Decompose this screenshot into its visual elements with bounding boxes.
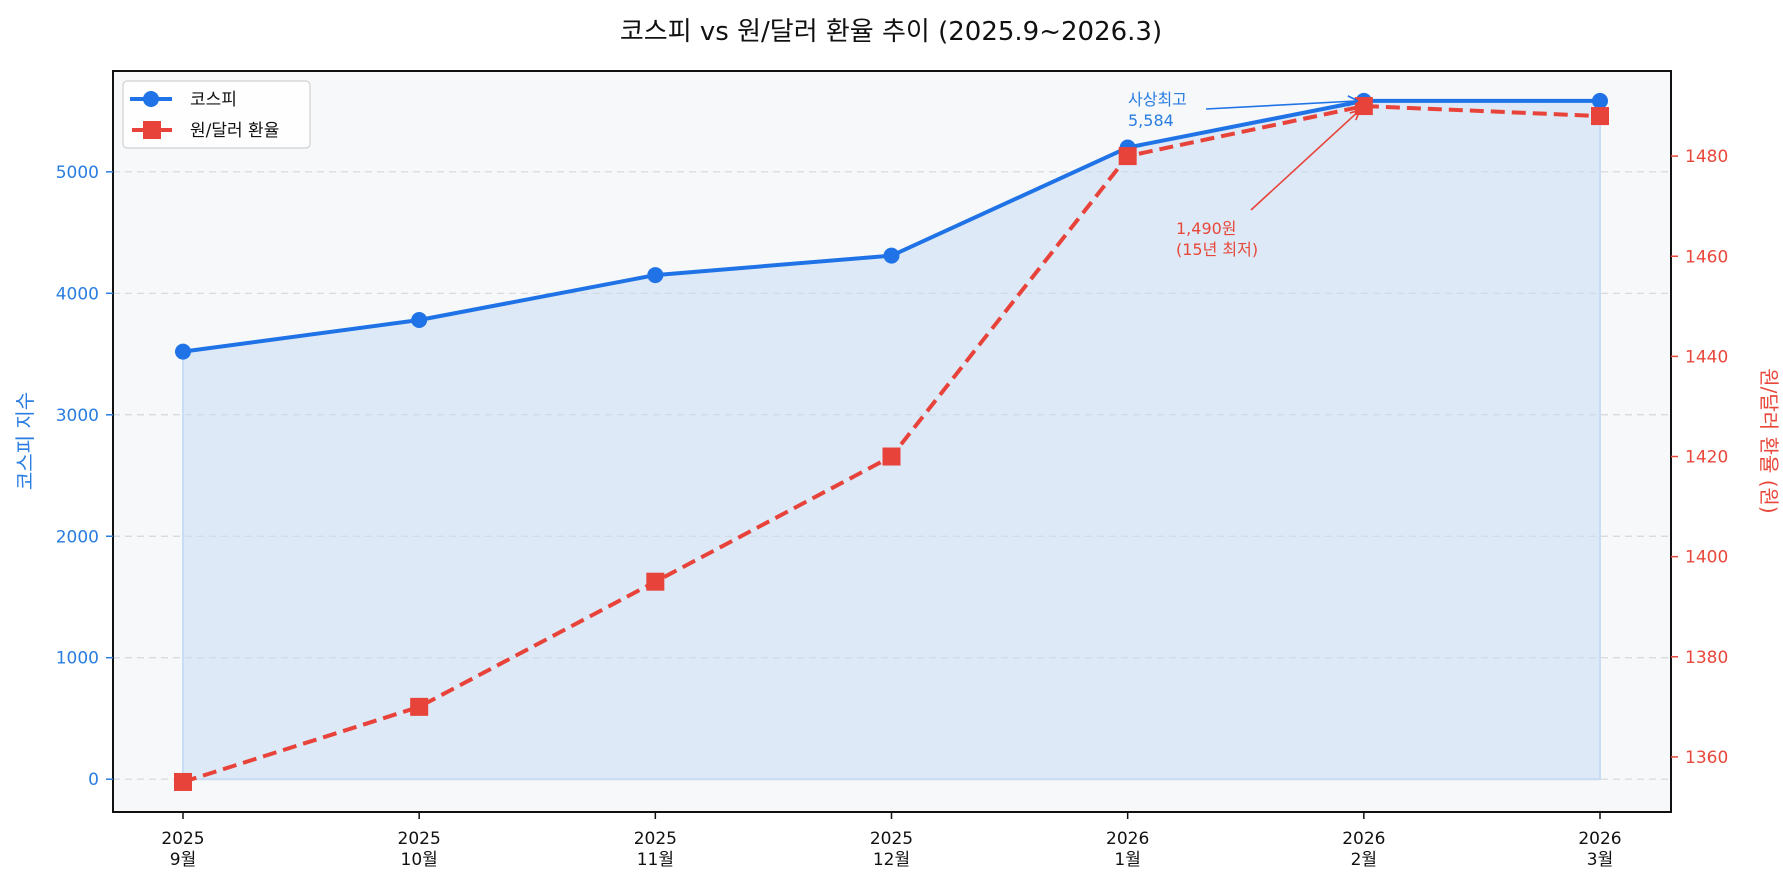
chart-title: 코스피 vs 원/달러 환율 추이 (2025.9~2026.3): [620, 17, 1162, 47]
fx-rate-point-marker: [174, 772, 192, 791]
legend-fx-marker-icon: [143, 121, 161, 139]
annotation-arrow-red: [1250, 109, 1361, 211]
x-tick-year: 2026: [1578, 829, 1621, 849]
left-tick-label: 2000: [56, 527, 99, 547]
series-lines: [174, 92, 1609, 791]
x-tick-month: 1월: [1114, 850, 1140, 870]
left-y-axis: 0 1000 2000 3000 4000 5000: [56, 163, 113, 790]
x-tick-month: 10월: [401, 850, 438, 870]
fx-rate-point-marker: [1591, 107, 1609, 126]
annotations: 사상최고 5,584 1,490원 (15년 최저): [1128, 90, 1361, 259]
x-tick-year: 2026: [1342, 829, 1385, 849]
legend-kospi-label: 코스피: [190, 90, 237, 110]
kospi-point-marker: [411, 312, 428, 329]
kospi-point-marker: [175, 343, 191, 360]
fx-rate-point-marker: [410, 697, 429, 716]
x-tick-year: 2025: [634, 829, 677, 849]
fx-rate-point-marker: [646, 572, 665, 591]
annotation-kospi-high-label: 사상최고: [1128, 90, 1187, 109]
x-tick-month: 12월: [873, 850, 910, 870]
left-tick-label: 1000: [56, 649, 99, 669]
right-tick-label: 1380: [1685, 648, 1728, 668]
left-tick-label: 3000: [56, 406, 99, 426]
right-tick-label: 1480: [1685, 147, 1728, 167]
left-tick-label: 0: [88, 770, 99, 790]
left-tick-label: 4000: [56, 284, 99, 304]
right-tick-label: 1420: [1685, 448, 1728, 468]
right-tick-label: 1400: [1685, 548, 1728, 568]
kospi-point-marker: [1592, 92, 1608, 109]
annotation-arrow-blue: [1205, 100, 1358, 110]
legend-kospi-marker-icon: [143, 91, 159, 107]
x-axis: 20259월202510월202511월202512월20261월20262월2…: [161, 812, 1622, 870]
fx-rate-point-marker: [1118, 147, 1137, 166]
left-y-axis-label: 코스피 지수: [13, 392, 37, 490]
left-tick-label: 5000: [56, 163, 99, 183]
right-y-axis-label: 원/달러 환율 (원): [1757, 368, 1781, 513]
x-tick-year: 2025: [870, 829, 913, 849]
right-tick-label: 1440: [1685, 347, 1728, 367]
x-tick-month: 9월: [170, 850, 196, 870]
x-tick-year: 2025: [161, 829, 204, 849]
x-tick-year: 2026: [1106, 829, 1149, 849]
annotation-kospi-high-value: 5,584: [1128, 111, 1174, 130]
arrowhead-icon: [1349, 109, 1361, 121]
x-tick-month: 2월: [1351, 850, 1377, 870]
x-tick-month: 11월: [637, 850, 674, 870]
fx-rate-point-marker: [882, 447, 901, 466]
x-tick-month: 3월: [1587, 850, 1613, 870]
right-tick-label: 1360: [1685, 748, 1728, 768]
annotation-fx-label: 1,490원: [1176, 219, 1237, 238]
kospi-point-marker: [647, 267, 664, 284]
legend-fx-label: 원/달러 환율: [190, 121, 279, 141]
annotation-fx-note: (15년 최저): [1176, 240, 1258, 259]
right-tick-label: 1460: [1685, 247, 1728, 267]
right-y-axis: 1360 1380 1400 1420 1440 1460 1480: [1671, 147, 1728, 768]
arrowhead-icon: [1347, 95, 1359, 107]
x-tick-year: 2025: [398, 829, 441, 849]
kospi-point-marker: [883, 247, 900, 264]
